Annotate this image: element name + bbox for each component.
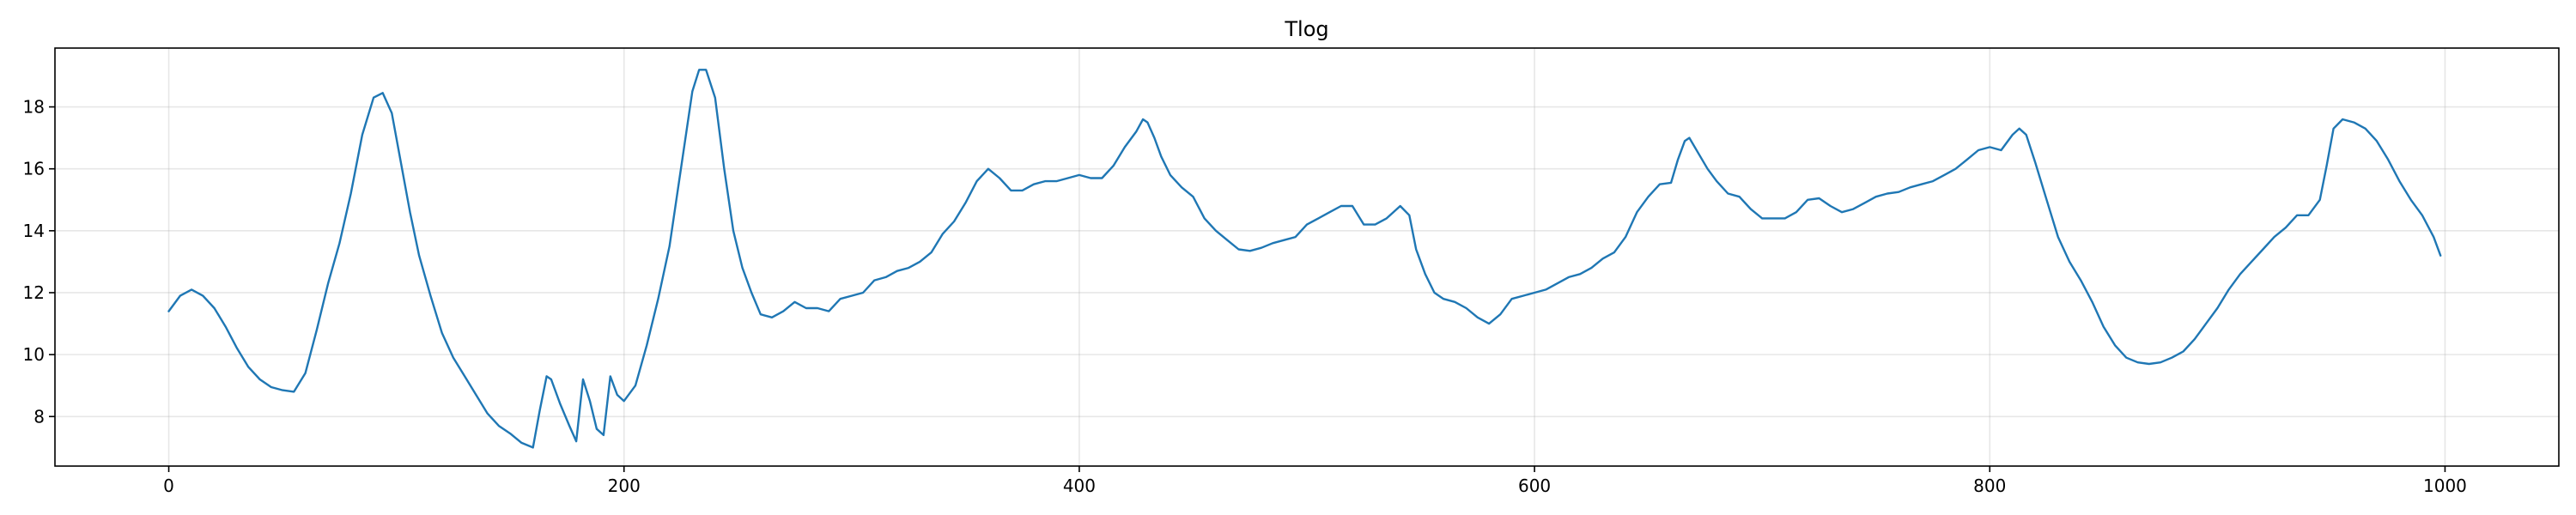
y-tick-label: 8 — [33, 406, 45, 427]
x-tick-label: 600 — [1518, 476, 1551, 496]
x-tick-label: 0 — [163, 476, 174, 496]
grid — [55, 48, 2559, 466]
y-tick-label: 10 — [23, 344, 45, 365]
y-tick-label: 18 — [23, 97, 45, 118]
series-line — [167, 69, 2442, 449]
x-tick-label: 400 — [1063, 476, 1096, 496]
series-group — [167, 69, 2442, 449]
x-tick-label: 1000 — [2423, 476, 2467, 496]
x-axis: 0 200 400 600 800 1000 — [163, 466, 2467, 496]
y-axis: 8 10 12 14 16 18 — [23, 97, 55, 427]
y-tick-label: 14 — [23, 221, 45, 241]
x-tick-label: 200 — [608, 476, 641, 496]
plot-frame — [54, 47, 2560, 467]
y-tick-label: 12 — [23, 282, 45, 303]
y-tick-label: 16 — [23, 159, 45, 179]
chart-title: Tlog — [1284, 17, 1328, 41]
x-tick-label: 800 — [1973, 476, 2006, 496]
